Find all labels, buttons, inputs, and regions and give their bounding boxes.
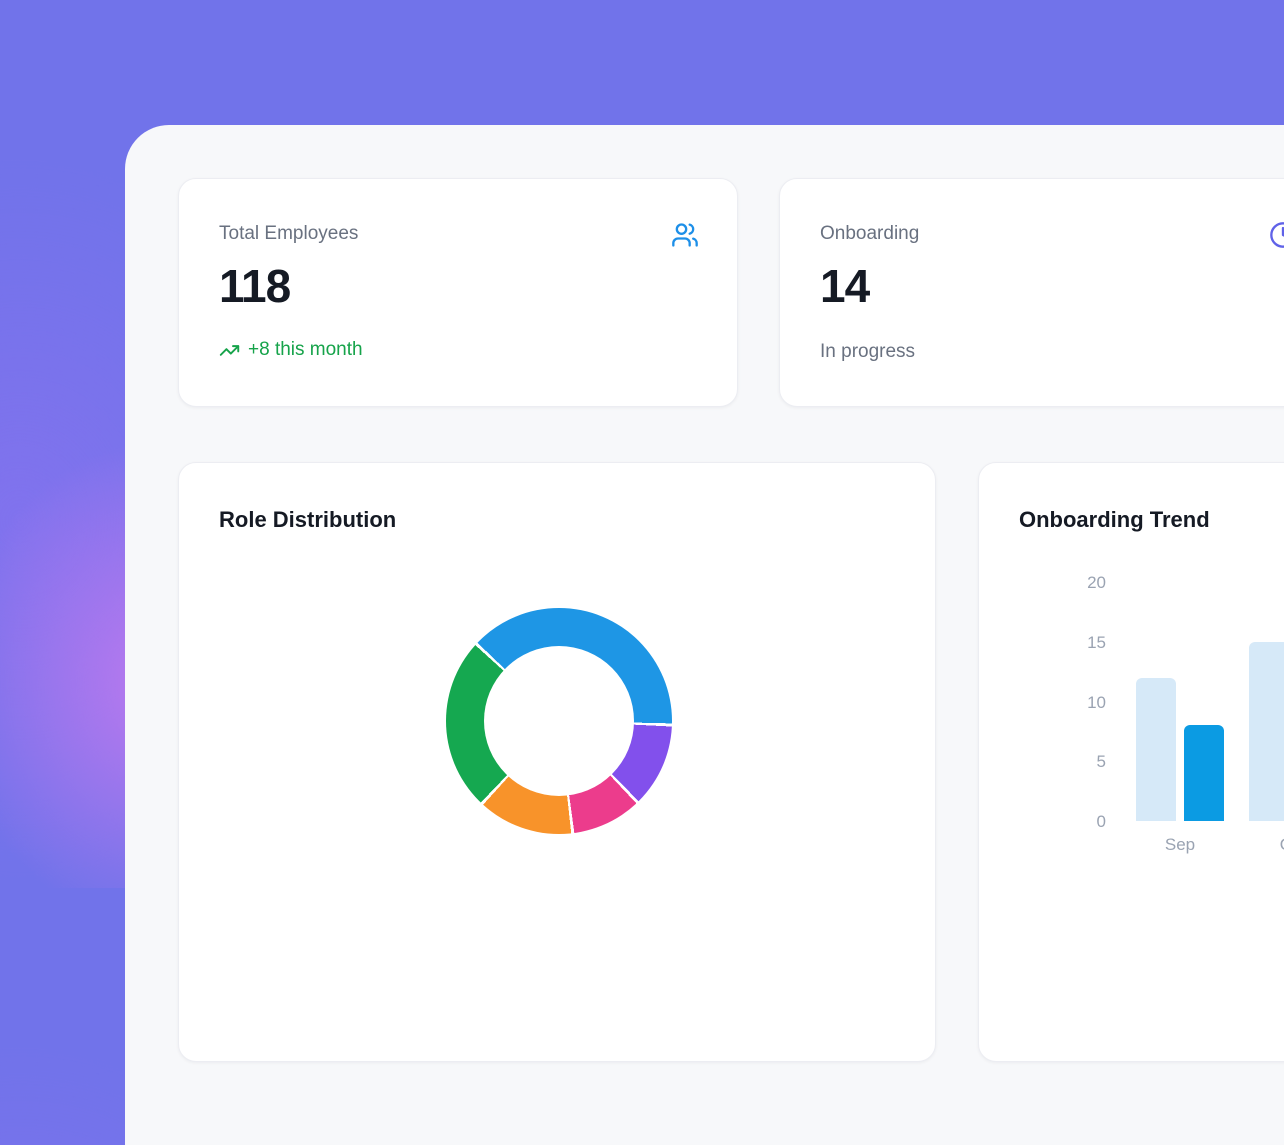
clock-icon bbox=[1269, 221, 1284, 249]
x-axis-label-oct: Oct bbox=[1249, 835, 1284, 855]
y-axis-tick-15: 15 bbox=[1087, 633, 1106, 652]
stat-card-onboarding: Onboarding 14 In progress bbox=[779, 178, 1284, 407]
stat-trend: +8 this month bbox=[219, 339, 363, 361]
card-title: Role Distribution bbox=[219, 507, 397, 532]
stat-value: 118 bbox=[219, 260, 291, 312]
donut-hole bbox=[484, 646, 634, 796]
bar-sep-series-dark bbox=[1184, 725, 1224, 821]
main-panel: Total Employees 118 +8 this month Onboar… bbox=[125, 125, 1284, 1145]
stat-label: Total Employees bbox=[219, 223, 359, 244]
y-axis-tick-20: 20 bbox=[1087, 573, 1106, 592]
stat-value: 14 bbox=[820, 260, 870, 312]
bar-sep-series-light bbox=[1136, 678, 1176, 821]
card-title: Onboarding Trend bbox=[1019, 507, 1210, 532]
trending-up-icon bbox=[219, 344, 240, 356]
onboarding-trend-bar-chart: 20 15 10 5 0 Sep Oct bbox=[979, 463, 1284, 1061]
stat-card-total-employees: Total Employees 118 +8 this month bbox=[178, 178, 738, 407]
role-distribution-card: Role Distribution bbox=[178, 462, 936, 1062]
users-icon bbox=[671, 221, 699, 249]
onboarding-trend-card: Onboarding Trend 20 15 10 5 0 Sep Oct bbox=[978, 462, 1284, 1062]
y-axis-tick-0: 0 bbox=[1096, 812, 1106, 831]
stat-subtitle: In progress bbox=[820, 341, 916, 362]
stat-label: Onboarding bbox=[820, 223, 920, 244]
x-axis-label-sep: Sep bbox=[1164, 835, 1196, 854]
y-axis-tick-10: 10 bbox=[1087, 693, 1106, 712]
stat-trend-label: +8 this month bbox=[248, 339, 363, 360]
y-axis-tick-5: 5 bbox=[1096, 752, 1106, 771]
bar-oct-series-light bbox=[1249, 642, 1284, 821]
